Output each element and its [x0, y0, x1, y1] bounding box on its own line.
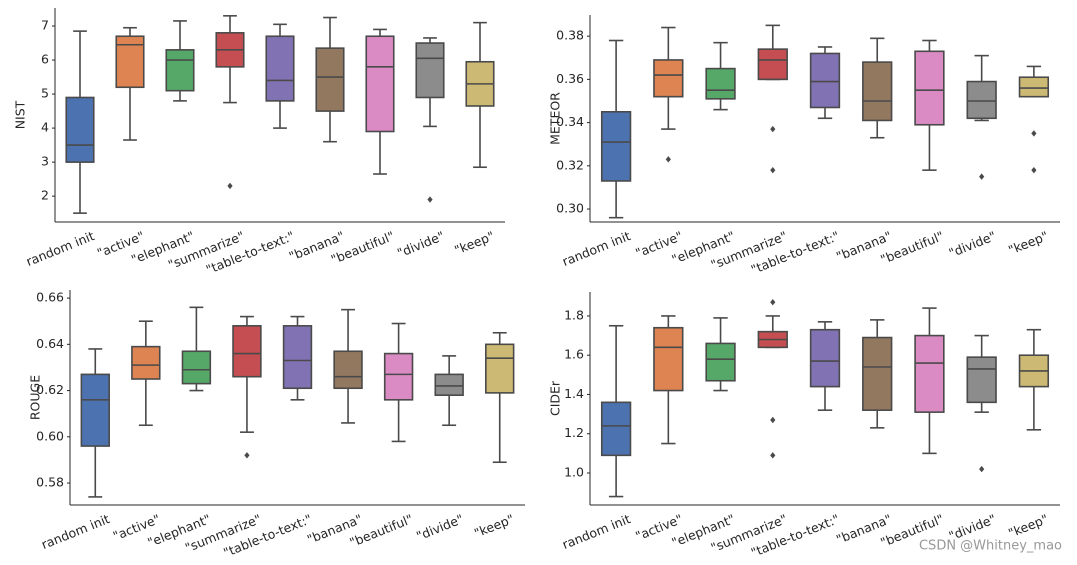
outlier	[979, 465, 985, 473]
box	[65, 96, 95, 163]
y-tick-label: 0.60	[36, 428, 64, 443]
y-tick-label: 7	[41, 18, 49, 33]
box	[600, 111, 632, 182]
y-tick-label: 1.0	[564, 465, 584, 480]
box	[809, 52, 841, 109]
x-tick-label: "keep"	[472, 511, 516, 540]
outlier	[665, 156, 671, 163]
y-tick-label: 1.8	[564, 307, 584, 322]
box	[333, 350, 363, 390]
box	[415, 42, 445, 99]
box	[181, 350, 212, 385]
y-tick-label: 3	[41, 154, 49, 169]
x-tick-label: random init	[24, 228, 97, 269]
box	[434, 373, 464, 396]
y-tick-label: 0.32	[556, 157, 584, 172]
box	[131, 345, 161, 380]
outlier	[1031, 130, 1037, 137]
outlier	[770, 416, 776, 424]
box	[365, 35, 395, 133]
box	[232, 325, 262, 378]
box	[705, 67, 736, 100]
y-axis-label: METEOR	[548, 92, 563, 145]
y-axis-label: NIST	[13, 100, 28, 129]
box	[914, 50, 945, 126]
x-tick-label: "keep"	[1006, 511, 1050, 540]
y-tick-label: 0.64	[36, 336, 64, 351]
outlier	[1031, 166, 1037, 174]
y-tick-label: 6	[41, 52, 49, 67]
outlier	[770, 452, 776, 459]
box	[383, 352, 414, 401]
y-tick-label: 0.30	[556, 201, 584, 216]
y-axis-label: ROUGE	[28, 375, 43, 420]
outlier	[770, 125, 776, 133]
watermark: CSDN @Whitney_mao	[919, 539, 1062, 554]
y-axis-label: CIDEr	[548, 380, 563, 416]
x-tick-label: random init	[560, 511, 633, 552]
outlier	[979, 173, 985, 180]
box	[485, 343, 515, 394]
box	[282, 325, 313, 390]
box	[653, 59, 684, 98]
y-tick-label: 0.34	[556, 114, 584, 129]
x-tick-label: "keep"	[1006, 228, 1050, 257]
box	[653, 326, 684, 392]
outlier	[770, 299, 776, 306]
x-tick-label: "divide"	[395, 228, 446, 260]
box	[914, 334, 945, 413]
box	[705, 342, 736, 382]
y-tick-label: 0.62	[36, 382, 64, 397]
x-tick-label: "keep"	[452, 228, 496, 257]
y-tick-label: 0.66	[36, 290, 64, 305]
box	[315, 47, 345, 112]
y-tick-label: 1.6	[564, 347, 584, 362]
y-tick-label: 4	[41, 120, 49, 135]
box	[80, 373, 110, 447]
box	[600, 401, 632, 457]
y-tick-label: 2	[41, 188, 49, 203]
outlier	[427, 196, 433, 203]
box	[862, 61, 893, 122]
box	[1018, 76, 1050, 98]
box	[165, 49, 195, 92]
outlier	[770, 166, 776, 174]
y-tick-label: 1.4	[564, 386, 584, 401]
x-tick-label: random init	[560, 228, 633, 269]
y-tick-label: 0.38	[556, 28, 584, 43]
y-tick-label: 5	[41, 86, 49, 101]
box	[265, 35, 295, 102]
x-tick-label: "divide"	[414, 511, 465, 543]
box	[966, 80, 997, 120]
y-tick-label: 0.36	[556, 71, 584, 86]
x-tick-label: "divide"	[947, 228, 998, 260]
y-tick-label: 0.58	[36, 475, 64, 490]
box	[809, 328, 841, 388]
y-tick-label: 1.2	[564, 425, 584, 440]
box	[966, 356, 997, 404]
outlier	[227, 182, 233, 190]
outlier	[244, 452, 250, 459]
x-tick-label: random init	[39, 511, 112, 552]
box	[115, 35, 145, 89]
box	[862, 336, 893, 411]
box	[757, 48, 788, 81]
